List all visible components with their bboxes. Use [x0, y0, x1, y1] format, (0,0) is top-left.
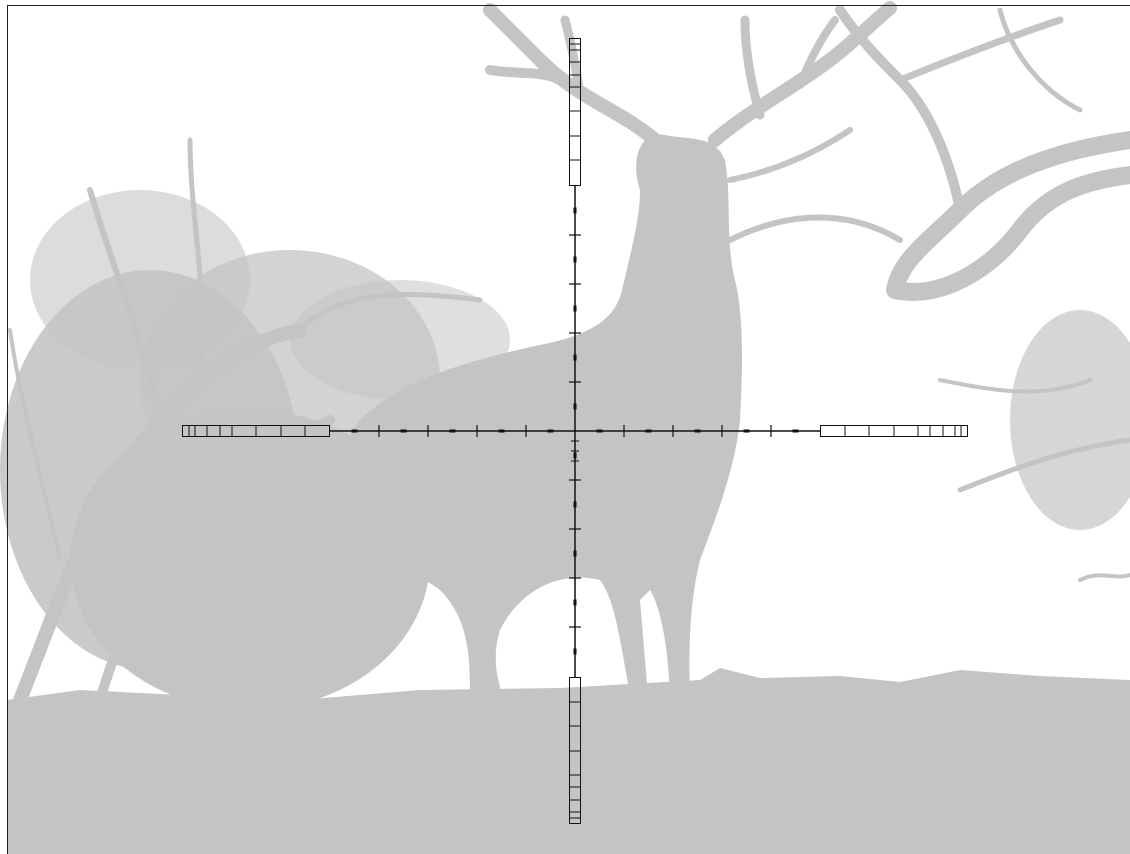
deer — [334, 1, 897, 700]
post-top — [569, 38, 581, 186]
ground — [7, 668, 1130, 854]
reticle — [182, 38, 968, 824]
right-tree — [727, 5, 1130, 582]
